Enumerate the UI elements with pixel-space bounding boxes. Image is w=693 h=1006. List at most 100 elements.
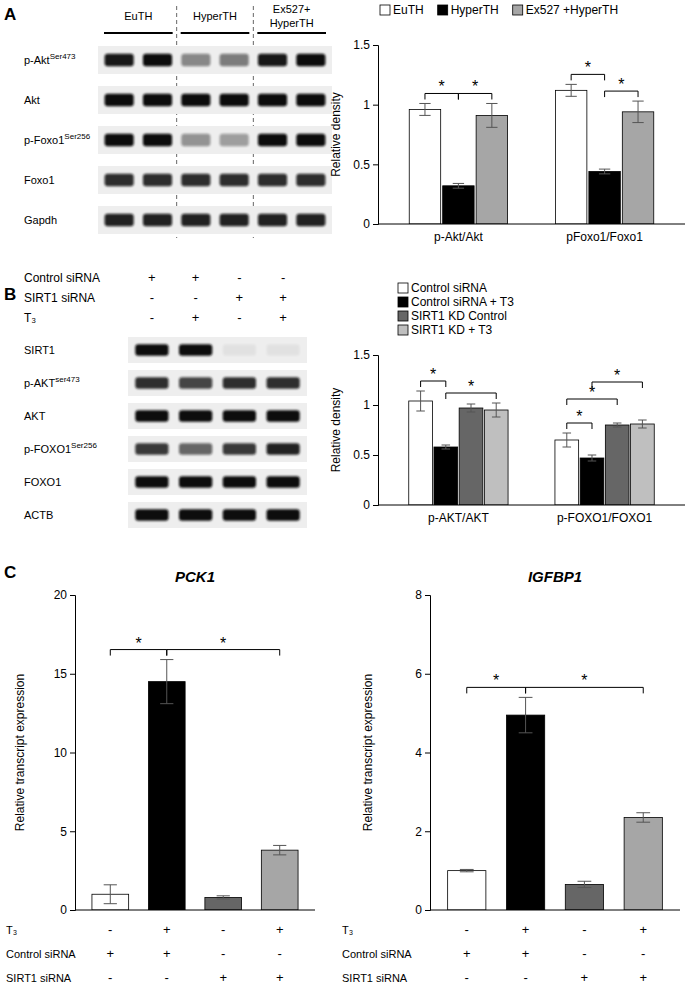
error-bar-cap: [578, 881, 592, 882]
axis-line: [373, 46, 379, 225]
blot-band: [181, 54, 210, 66]
western-blot: EuTHHyperTHEx527+HyperTHp-AktSer473Aktp-…: [24, 3, 332, 238]
blot-band: [267, 509, 300, 520]
condition-sign: -: [281, 270, 285, 285]
error-bar-cap: [565, 84, 576, 85]
condition-sign: +: [639, 970, 647, 985]
error-bar-cap: [160, 659, 173, 660]
chart: 05101520Relative transcript expressionPC…: [6, 568, 315, 985]
error-bar: [599, 169, 610, 174]
tick-mark: [425, 831, 430, 832]
row-label: p-Foxo1Ser256: [24, 132, 91, 146]
tick-label: p-FOXO1/FOXO1: [557, 511, 653, 525]
error-bar-stem: [491, 103, 492, 127]
row-label-text: p-Akt: [24, 54, 50, 66]
y-axis: 00.511.5: [353, 38, 378, 231]
error-bar-cap: [588, 461, 597, 462]
condition-label: T₃: [6, 924, 17, 936]
blot-membrane: [128, 403, 307, 429]
legend-swatch: [513, 5, 523, 15]
error-bar-stem: [642, 420, 643, 428]
error-bar-cap: [460, 869, 474, 870]
tick: 0: [60, 903, 75, 917]
condition-sign: -: [237, 310, 241, 325]
condition-sign: +: [236, 290, 244, 305]
error-bar-cap: [638, 428, 647, 429]
panel-label: C: [4, 563, 16, 582]
bar: [631, 424, 655, 505]
tick-mark: [70, 674, 75, 675]
condition-sign: -: [108, 922, 112, 937]
tick: 0.5: [353, 448, 378, 462]
tick-label: pFoxo1/Foxo1: [566, 230, 643, 244]
tick: 0: [363, 498, 378, 512]
error-bar-stem: [584, 881, 585, 887]
blot-band: [179, 377, 212, 388]
tick-label: 8: [415, 588, 422, 602]
error-bar-cap: [599, 169, 610, 170]
plot-area: [92, 660, 298, 910]
condition-sign: +: [192, 310, 200, 325]
bar: [261, 850, 298, 910]
condition-sign: -: [465, 922, 469, 937]
blot-band: [296, 54, 325, 66]
error-bar-cap: [467, 412, 476, 413]
blot-band: [143, 174, 172, 186]
condition-sign: -: [523, 970, 527, 985]
tick-label: 0.5: [353, 448, 370, 462]
tick-label: 0: [60, 903, 67, 917]
axis-line: [373, 356, 379, 506]
tick-label: p-AKT/AKT: [428, 511, 489, 525]
significance-label: *: [439, 78, 445, 95]
blot-band: [267, 443, 300, 454]
error-bar-cap: [638, 420, 647, 421]
tick-label: 1.5: [353, 38, 370, 52]
error-bar-cap: [419, 115, 430, 116]
error-bar-cap: [599, 173, 610, 174]
tick: 1: [363, 398, 378, 412]
bar: [506, 715, 544, 910]
error-bar-cap: [588, 455, 597, 456]
blot-band: [181, 214, 210, 226]
axis-line: [378, 505, 685, 506]
error-bar-cap: [273, 845, 286, 846]
tick-label: 4: [415, 746, 422, 760]
tick: 1: [363, 98, 378, 112]
row-label-superscript: Ser256: [71, 441, 97, 450]
condition-sign: +: [163, 946, 171, 961]
tick: 0: [415, 903, 430, 917]
condition-sign: -: [221, 946, 225, 961]
axis-line: [430, 910, 680, 911]
legend-label: Control siRNA + T3: [411, 295, 514, 309]
error-bar-stem: [566, 433, 567, 447]
tick: 10: [54, 746, 75, 760]
condition-sign: +: [639, 922, 647, 937]
error-bar: [578, 881, 592, 887]
y-axis-title: Relative density: [329, 92, 343, 177]
condition-sign: +: [279, 310, 287, 325]
blot-band: [135, 476, 168, 487]
panel-label: B: [4, 285, 16, 304]
condition-sign: -: [278, 946, 282, 961]
panel-label: A: [4, 5, 16, 24]
tick: 4: [415, 746, 430, 760]
significance-label: *: [614, 367, 620, 384]
blot-membrane: [128, 370, 307, 396]
error-bar: [467, 404, 476, 412]
blot-band: [135, 344, 168, 355]
tick-mark: [70, 831, 75, 832]
bar: [555, 90, 586, 224]
tick-label: 1.5: [353, 348, 370, 362]
bar: [624, 817, 662, 910]
legend-swatch: [398, 311, 408, 321]
bar: [148, 682, 185, 910]
error-bar-stem: [638, 101, 639, 122]
legend-swatch: [380, 5, 390, 15]
condition-sign: -: [582, 922, 586, 937]
x-axis: p-Akt/AktpFoxo1/Foxo1: [378, 224, 685, 244]
error-bar-stem: [604, 169, 605, 174]
tick: 1.5: [353, 348, 378, 362]
legend-label: SIRT1 KD + T3: [411, 323, 493, 337]
row-label-text: p-Foxo1: [24, 134, 64, 146]
blot-membrane: [98, 206, 332, 234]
